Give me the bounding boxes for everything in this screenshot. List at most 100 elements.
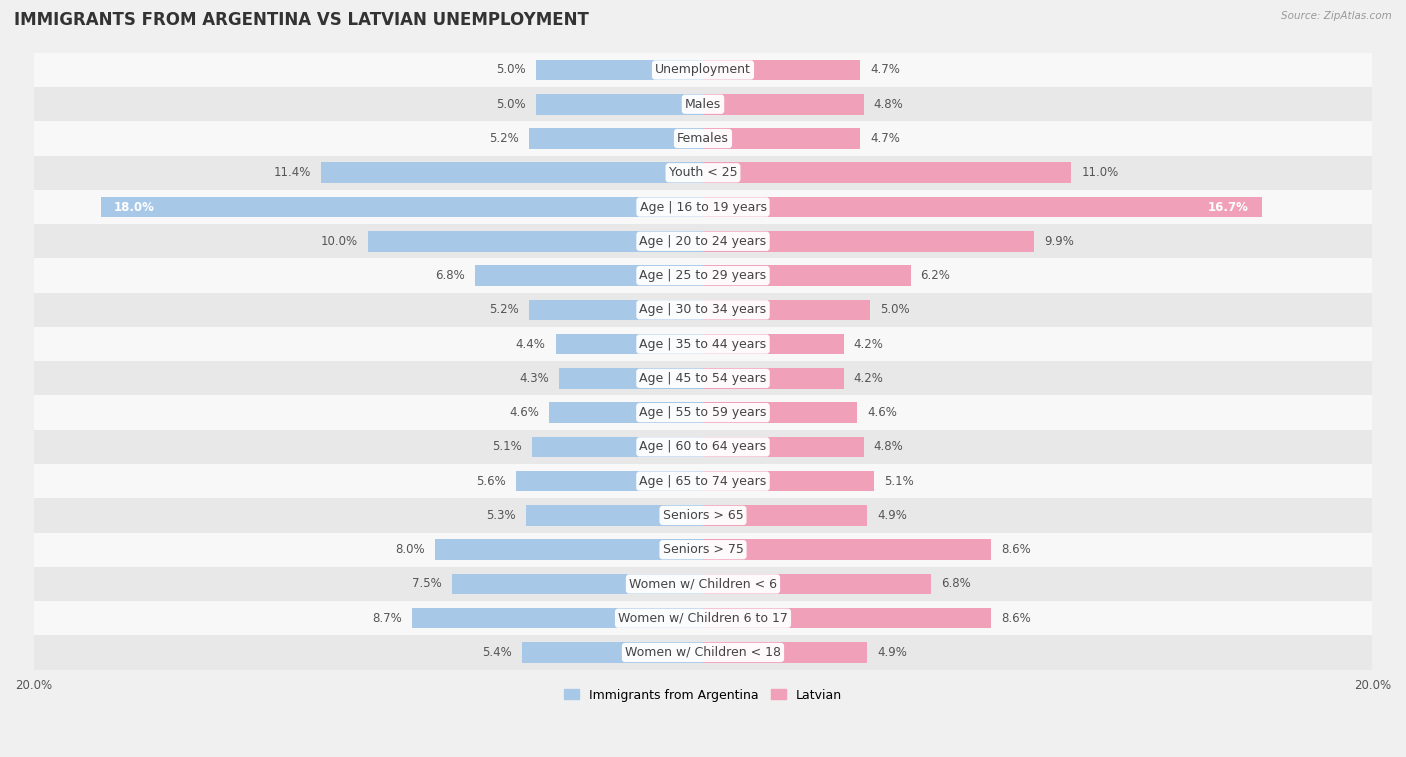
Bar xyxy=(548,402,703,423)
Bar xyxy=(34,53,1372,87)
Bar xyxy=(703,402,858,423)
Bar xyxy=(703,231,1035,251)
Text: Age | 30 to 34 years: Age | 30 to 34 years xyxy=(640,304,766,316)
Text: 8.0%: 8.0% xyxy=(395,544,425,556)
Text: 5.2%: 5.2% xyxy=(489,304,519,316)
Bar xyxy=(703,334,844,354)
Text: Age | 55 to 59 years: Age | 55 to 59 years xyxy=(640,406,766,419)
Bar xyxy=(34,430,1372,464)
Bar xyxy=(34,464,1372,498)
Bar xyxy=(100,197,703,217)
Text: Age | 60 to 64 years: Age | 60 to 64 years xyxy=(640,441,766,453)
Bar xyxy=(34,532,1372,567)
Text: Age | 20 to 24 years: Age | 20 to 24 years xyxy=(640,235,766,248)
Text: 8.7%: 8.7% xyxy=(373,612,402,625)
Bar xyxy=(522,642,703,662)
Text: 10.0%: 10.0% xyxy=(321,235,359,248)
Bar xyxy=(703,265,911,286)
Bar xyxy=(516,471,703,491)
Text: 4.4%: 4.4% xyxy=(516,338,546,350)
Text: 4.2%: 4.2% xyxy=(853,338,883,350)
Text: 6.2%: 6.2% xyxy=(921,269,950,282)
Text: Age | 25 to 29 years: Age | 25 to 29 years xyxy=(640,269,766,282)
Bar xyxy=(322,163,703,183)
Bar xyxy=(34,156,1372,190)
Bar xyxy=(34,361,1372,395)
Text: 11.4%: 11.4% xyxy=(274,167,311,179)
Text: 4.6%: 4.6% xyxy=(868,406,897,419)
Text: 5.6%: 5.6% xyxy=(475,475,506,488)
Bar xyxy=(529,300,703,320)
Text: 5.0%: 5.0% xyxy=(496,64,526,76)
Bar xyxy=(536,60,703,80)
Text: 5.3%: 5.3% xyxy=(486,509,516,522)
Bar xyxy=(703,540,991,560)
Text: 7.5%: 7.5% xyxy=(412,578,441,590)
Text: 4.9%: 4.9% xyxy=(877,509,907,522)
Text: 5.0%: 5.0% xyxy=(880,304,910,316)
Bar xyxy=(412,608,703,628)
Bar xyxy=(703,642,868,662)
Text: Women w/ Children < 6: Women w/ Children < 6 xyxy=(628,578,778,590)
Text: 4.2%: 4.2% xyxy=(853,372,883,385)
Bar xyxy=(703,437,863,457)
Bar xyxy=(368,231,703,251)
Bar xyxy=(34,190,1372,224)
Text: 4.7%: 4.7% xyxy=(870,64,900,76)
Bar xyxy=(703,163,1071,183)
Bar xyxy=(451,574,703,594)
Bar xyxy=(34,224,1372,258)
Bar xyxy=(526,505,703,525)
Text: Unemployment: Unemployment xyxy=(655,64,751,76)
Text: IMMIGRANTS FROM ARGENTINA VS LATVIAN UNEMPLOYMENT: IMMIGRANTS FROM ARGENTINA VS LATVIAN UNE… xyxy=(14,11,589,30)
Bar xyxy=(34,498,1372,532)
Bar xyxy=(529,128,703,149)
Text: 8.6%: 8.6% xyxy=(1001,544,1031,556)
Text: 5.1%: 5.1% xyxy=(492,441,522,453)
Text: 5.1%: 5.1% xyxy=(884,475,914,488)
Bar xyxy=(34,293,1372,327)
Text: 9.9%: 9.9% xyxy=(1045,235,1074,248)
Text: 8.6%: 8.6% xyxy=(1001,612,1031,625)
Bar xyxy=(703,608,991,628)
Bar xyxy=(703,574,931,594)
Bar xyxy=(34,395,1372,430)
Text: 4.8%: 4.8% xyxy=(873,441,904,453)
Text: 5.4%: 5.4% xyxy=(482,646,512,659)
Bar xyxy=(703,368,844,388)
Text: Women w/ Children < 18: Women w/ Children < 18 xyxy=(626,646,780,659)
Text: Youth < 25: Youth < 25 xyxy=(669,167,737,179)
Text: 6.8%: 6.8% xyxy=(436,269,465,282)
Bar xyxy=(555,334,703,354)
Legend: Immigrants from Argentina, Latvian: Immigrants from Argentina, Latvian xyxy=(558,684,848,706)
Bar xyxy=(703,60,860,80)
Text: 4.3%: 4.3% xyxy=(519,372,548,385)
Bar xyxy=(34,121,1372,156)
Text: Age | 45 to 54 years: Age | 45 to 54 years xyxy=(640,372,766,385)
Bar xyxy=(703,505,868,525)
Bar xyxy=(703,128,860,149)
Bar xyxy=(703,94,863,114)
Bar xyxy=(436,540,703,560)
Text: Females: Females xyxy=(678,132,728,145)
Text: Women w/ Children 6 to 17: Women w/ Children 6 to 17 xyxy=(619,612,787,625)
Text: 4.7%: 4.7% xyxy=(870,132,900,145)
Bar xyxy=(703,471,873,491)
Bar xyxy=(34,635,1372,670)
Text: Males: Males xyxy=(685,98,721,111)
Text: 4.8%: 4.8% xyxy=(873,98,904,111)
Text: 11.0%: 11.0% xyxy=(1081,167,1119,179)
Bar xyxy=(34,87,1372,121)
Bar xyxy=(703,300,870,320)
Text: Age | 35 to 44 years: Age | 35 to 44 years xyxy=(640,338,766,350)
Text: 5.0%: 5.0% xyxy=(496,98,526,111)
Text: Seniors > 65: Seniors > 65 xyxy=(662,509,744,522)
Bar xyxy=(536,94,703,114)
Text: 5.2%: 5.2% xyxy=(489,132,519,145)
Text: Seniors > 75: Seniors > 75 xyxy=(662,544,744,556)
Bar xyxy=(34,327,1372,361)
Text: 4.9%: 4.9% xyxy=(877,646,907,659)
Bar xyxy=(560,368,703,388)
Text: Age | 65 to 74 years: Age | 65 to 74 years xyxy=(640,475,766,488)
Text: 18.0%: 18.0% xyxy=(114,201,155,213)
